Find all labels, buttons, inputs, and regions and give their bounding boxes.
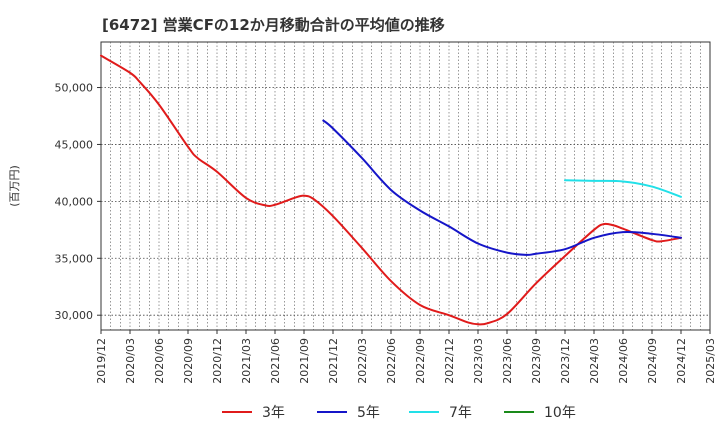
x-tick-label: 2024/06: [617, 338, 630, 384]
x-tick-label: 2022/06: [385, 338, 398, 384]
x-tick-label: 2020/12: [211, 338, 224, 384]
y-axis-ticks: 30,000 35,000 40,000 45,000 50,000: [55, 82, 101, 322]
legend-label-0: 3年: [262, 405, 285, 421]
gridlines: [101, 42, 710, 330]
x-tick-label: 2022/09: [414, 338, 427, 384]
x-tick-label: 2023/09: [530, 338, 543, 384]
series-line-1: [322, 119, 682, 256]
x-tick-label: 2021/03: [240, 338, 253, 384]
x-tick-label: 2023/03: [472, 338, 485, 384]
y-tick-label: 45,000: [55, 138, 94, 151]
x-tick-label: 2023/12: [559, 338, 572, 384]
x-tick-label: 2024/12: [675, 338, 688, 384]
x-tick-label: 2025/03: [704, 338, 717, 384]
x-axis-ticks: 2019/12 2020/03 2020/06 2020/09 2020/12 2021/…: [95, 330, 717, 384]
series-lines: [100, 54, 682, 326]
x-tick-label: 2021/06: [269, 338, 282, 384]
x-tick-label: 2020/06: [153, 338, 166, 384]
series-line-2: [564, 179, 682, 198]
x-tick-label: 2022/03: [356, 338, 369, 384]
legend-label-1: 5年: [357, 405, 380, 421]
y-tick-label: 35,000: [55, 252, 94, 265]
y-tick-label: 30,000: [55, 309, 94, 322]
legend: 3年 5年 7年 10年: [222, 405, 576, 421]
legend-label-3: 10年: [544, 405, 576, 421]
x-tick-label: 2024/09: [646, 338, 659, 384]
x-tick-label: 2023/06: [501, 338, 514, 384]
series-line-0: [100, 54, 682, 326]
x-tick-label: 2021/09: [298, 338, 311, 384]
plot-area: [100, 41, 711, 331]
x-tick-label: 2024/03: [588, 338, 601, 384]
y-tick-label: 50,000: [55, 82, 94, 95]
y-tick-label: 40,000: [55, 195, 94, 208]
y-axis-label: (百万円): [8, 165, 21, 207]
legend-label-2: 7年: [449, 405, 472, 421]
x-tick-label: 2021/12: [327, 338, 340, 384]
x-tick-label: 2020/03: [124, 338, 137, 384]
x-tick-label: 2019/12: [95, 338, 108, 384]
chart-title: [6472] 営業CFの12か月移動合計の平均値の推移: [102, 16, 445, 34]
x-tick-label: 2020/09: [182, 338, 195, 384]
x-tick-label: 2022/12: [443, 338, 456, 384]
